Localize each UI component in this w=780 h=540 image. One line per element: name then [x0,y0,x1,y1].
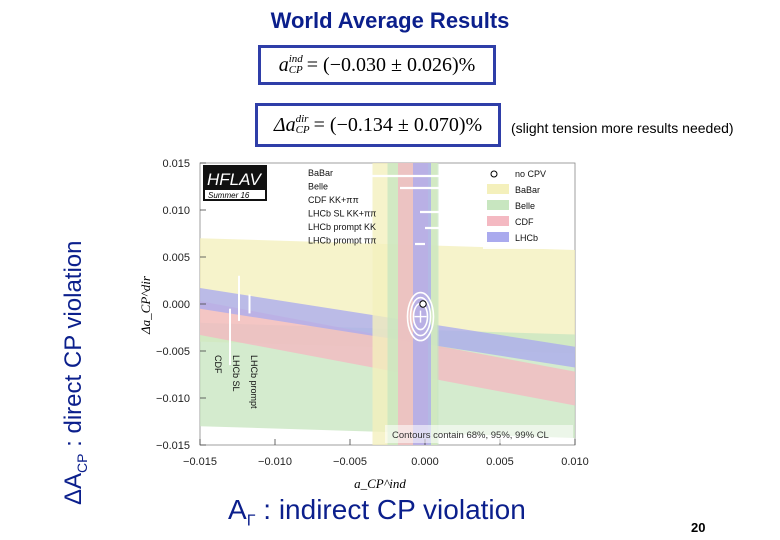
vertical-label: LHCb prompt [249,355,259,409]
eq-subscript: CP [295,124,310,136]
no-cpv-point [419,300,427,308]
x-axis-symbol: a_CP^ind [354,476,406,491]
x-tick-label: 0.005 [486,456,514,468]
x-tick-label: −0.015 [183,456,217,468]
legend-left-item: LHCb prompt KK [308,222,376,232]
direct-cp-equation: Δa dir CP = (−0.134 ± 0.070)% [255,103,501,147]
contour-note-bg [385,425,573,443]
contour-2 [409,296,432,337]
eq-value: = (−0.030 ± 0.026)% [306,53,476,76]
y-tick-label: 0.000 [162,299,190,311]
legend-left-item: Belle [308,182,328,192]
eq-value: = (−0.134 ± 0.070)% [313,113,483,136]
x-tick-label: 0.000 [411,456,439,468]
legend-swatch-cdf [487,216,509,226]
eq-superscript: ind [288,53,303,65]
y-tick-label: 0.010 [162,205,190,217]
legend-swatch-no-cpv [490,170,498,178]
legend-right-item: LHCb [515,233,538,243]
legend-left-item: LHCb SL KK+ππ [308,209,376,219]
legend-right-item: Belle [515,201,535,211]
vertical-label: CDF [213,355,223,374]
y-tick-label: −0.015 [156,440,190,452]
y-tick-label: −0.005 [156,346,190,358]
legend-swatch-babar [487,184,509,194]
slide-title: World Average Results [270,8,510,33]
y-tick-label: 0.015 [162,158,190,170]
page-number: 20 [691,520,706,535]
eq-superscript: dir [295,113,309,125]
eq-subscript: CP [288,64,303,76]
indirect-cp-equation: a ind CP = (−0.030 ± 0.026)% [258,45,496,85]
x-axis-title: AΓ : indirect CP violation [228,494,526,530]
legend-left-item: CDF KK+ππ [308,195,359,205]
legend-right-item: CDF [515,217,534,227]
contour-note: Contours contain 68%, 95%, 99% CL [392,430,549,441]
x-tick-label: 0.010 [561,456,589,468]
eq-symbol: a [278,53,289,76]
y-tick-label: 0.005 [162,252,190,264]
hflav-badge-sub: Summer 16 [208,191,250,200]
vertical-label: LHCb SL [231,355,241,392]
hflav-badge-title: HFLAV [207,170,263,189]
x-tick-label: −0.005 [333,456,367,468]
x-tick-label: −0.010 [258,456,292,468]
legend-swatch-belle [487,200,509,210]
legend-left-item: BaBar [308,168,333,178]
y-axis-symbol: Δa_CP^dir [138,275,153,335]
legend-swatch-lhcb [487,232,509,242]
y-tick-label: −0.010 [156,393,190,405]
legend-right-item: no CPV [515,169,546,179]
legend-left-item: LHCb prompt ππ [308,236,376,246]
contour-3 [406,291,435,342]
tension-note: (slight tension more results needed) [511,120,734,136]
eq-symbol: Δa [273,113,296,136]
legend-right-item: BaBar [515,185,540,195]
hflav-badge-strip [205,190,265,199]
